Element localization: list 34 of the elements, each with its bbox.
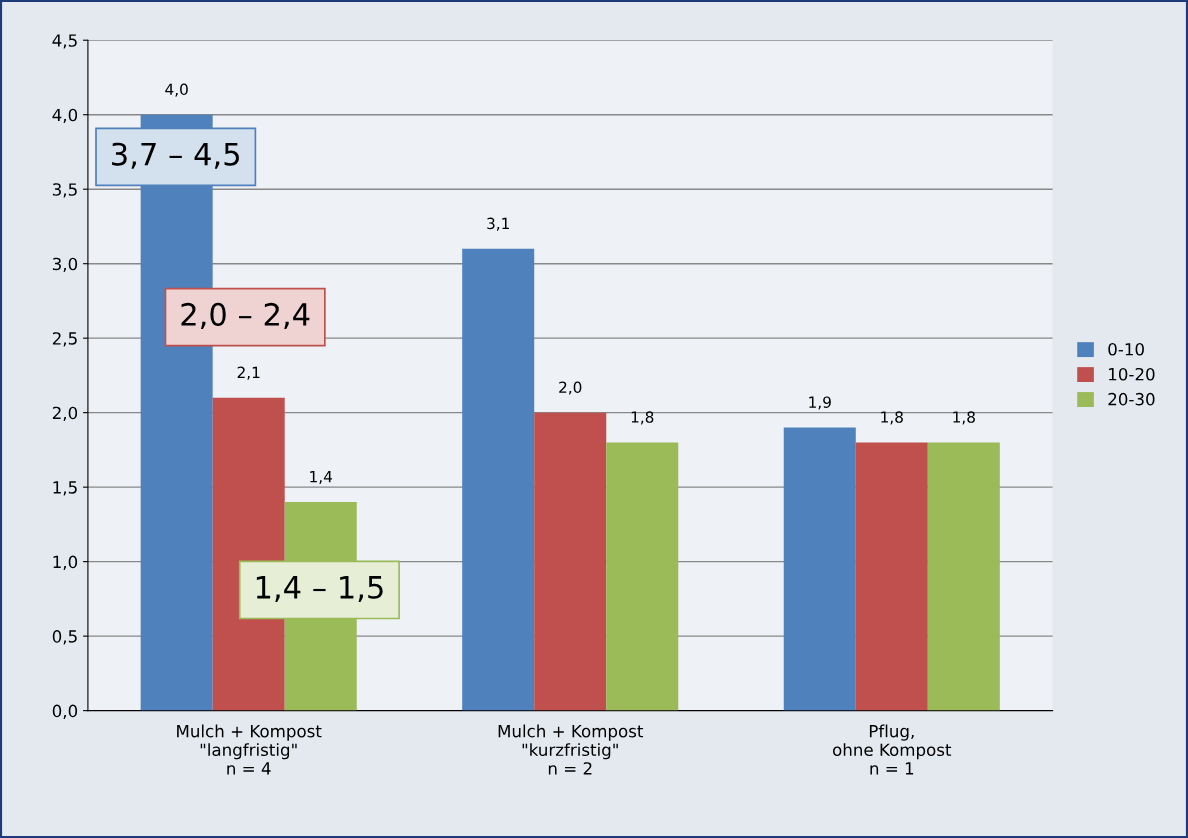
bar — [855, 442, 928, 711]
y-tick-label: 0,0 — [52, 704, 78, 719]
bar — [462, 248, 535, 711]
y-tick-label: 4,0 — [52, 108, 78, 123]
data-label: 2,0 — [559, 381, 582, 395]
y-tick-label: 3,5 — [52, 183, 77, 198]
bar — [606, 442, 679, 711]
legend-label: 0-10 — [1108, 342, 1144, 356]
y-tick-label: 2,5 — [52, 332, 77, 347]
data-label: 1,4 — [310, 471, 333, 484]
x-tick-label: Mulch + Kompost "kurzfristig" n = 2 — [498, 724, 644, 775]
y-tick-label: 3,0 — [52, 257, 78, 272]
data-label: 1,9 — [809, 396, 831, 410]
data-label: 1,8 — [953, 411, 975, 425]
y-tick-label: 2,0 — [52, 406, 78, 421]
data-label: 3,1 — [487, 217, 509, 231]
annotation: 3,7 – 4,5 — [112, 142, 239, 169]
y-tick-label: 0,5 — [52, 630, 77, 645]
x-tick-label: Mulch + Kompost "langfristig" n = 4 — [177, 724, 322, 775]
data-label: 4,0 — [165, 83, 188, 97]
annotation: 1,4 – 1,5 — [256, 576, 383, 602]
y-tick-label: 1,0 — [53, 555, 78, 570]
legend-label: 10-20 — [1109, 367, 1155, 381]
bar — [927, 442, 1000, 711]
bar — [783, 427, 856, 711]
y-tick-label: 4,5 — [52, 34, 77, 49]
data-label: 1,8 — [881, 411, 903, 425]
legend-label: 20-30 — [1108, 392, 1155, 406]
y-tick-label: 1,5 — [53, 481, 77, 496]
data-label: 1,8 — [631, 411, 654, 425]
data-label: 2,1 — [237, 366, 260, 380]
annotation: 2,0 – 2,4 — [181, 302, 310, 330]
bar — [534, 412, 607, 711]
x-tick-label: Pflug, ohne Kompost n = 1 — [833, 724, 952, 775]
